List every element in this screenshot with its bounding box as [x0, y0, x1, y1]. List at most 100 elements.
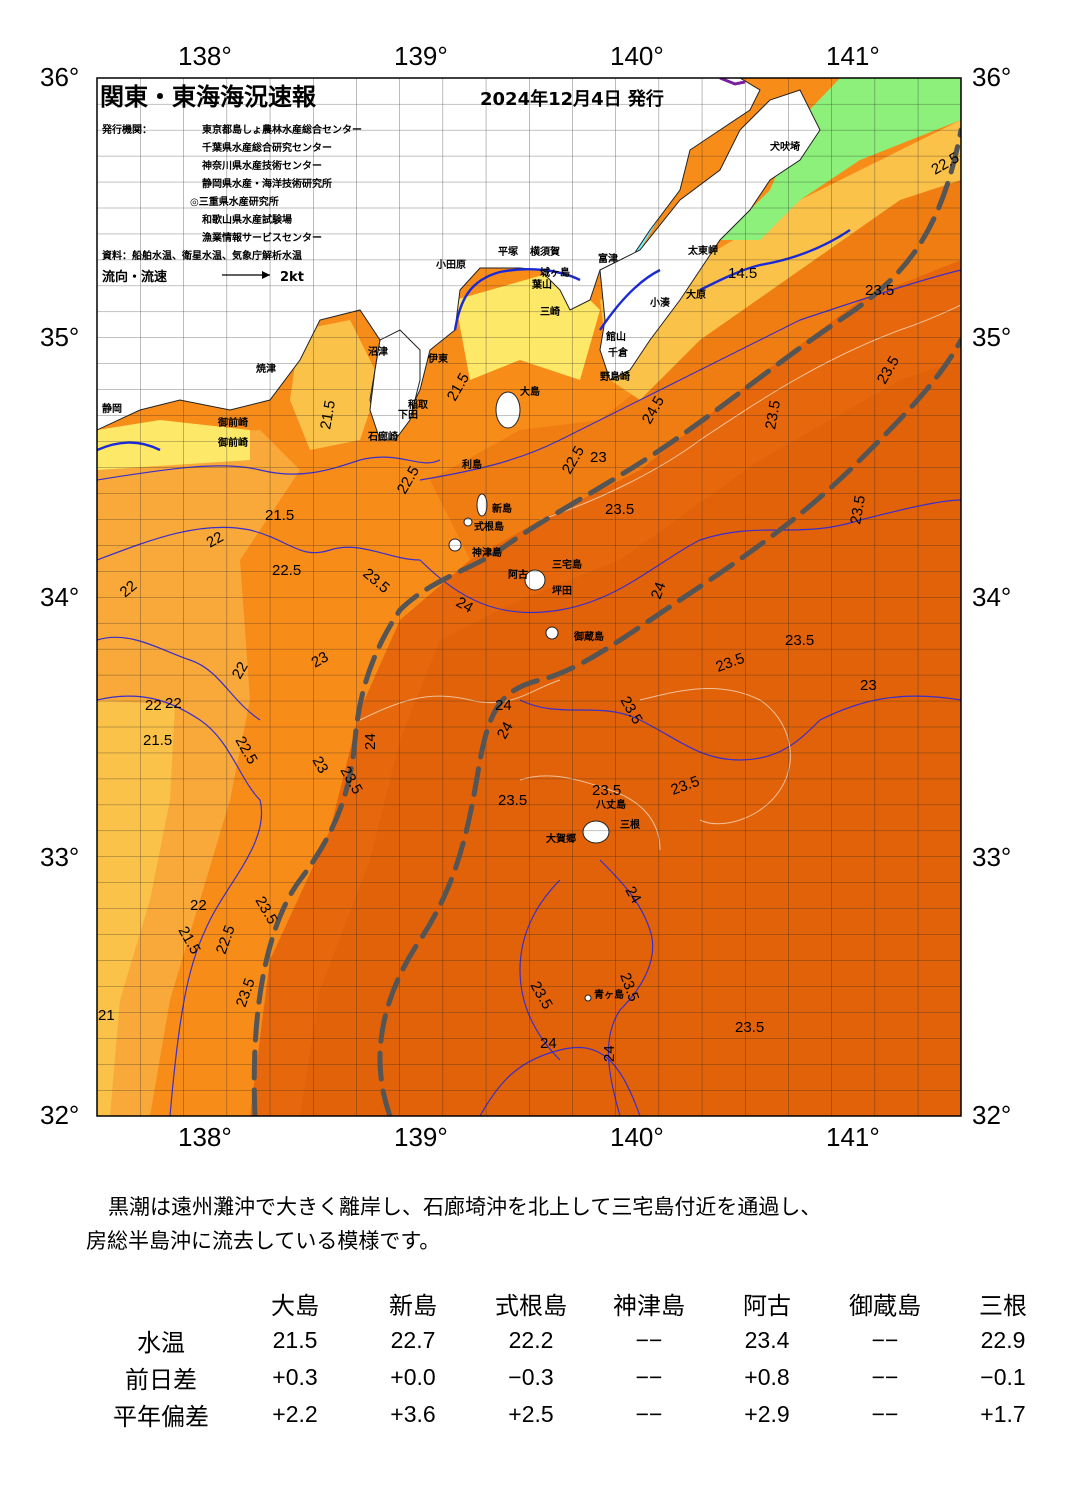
table-header-row: 大島 新島 式根島 神津島 阿古 御蔵島 三根 [86, 1285, 1062, 1322]
table-corner [86, 1285, 236, 1322]
contour-label: 23 [590, 449, 607, 466]
place-label: 阿古 [508, 568, 528, 581]
lat-labels-left: 36° 35° 34° 33° 32° [40, 62, 79, 1130]
lat-label: 34° [40, 582, 79, 612]
lat-label: 33° [40, 842, 79, 872]
issuer: 漁業情報サービスセンター [202, 231, 322, 244]
lat-label: 34° [972, 582, 1011, 612]
contour-label: 24 [362, 733, 379, 750]
place-labels: 焼津 静岡 御前崎 御前崎 沼津 伊東 下田 稲取 石廊崎 小田原 平塚 横須賀… [102, 140, 800, 1001]
lat-label: 32° [40, 1100, 79, 1130]
contour-label: 24 [453, 594, 476, 617]
station-header: 式根島 [495, 1292, 567, 1320]
contour-label: 21 [98, 1007, 115, 1024]
place-label: 富津 [598, 252, 618, 265]
table-cell: 23.4 [744, 1327, 790, 1353]
station-header: 阿古 [743, 1292, 791, 1320]
flow-legend-arrowhead [262, 271, 270, 279]
place-label: 青ヶ島 [594, 988, 624, 1001]
contour-label: 22 [165, 695, 182, 712]
place-label: 稲取 [408, 398, 429, 411]
place-label: 新島 [492, 502, 512, 515]
contour-label: 24 [495, 697, 512, 714]
contour-label: 21.5 [317, 399, 339, 431]
contour-label: 22 [190, 897, 207, 914]
contour-label: 23.5 [592, 782, 621, 799]
lon-label: 139° [394, 41, 448, 71]
lat-label: 36° [972, 62, 1011, 92]
contour-label: 23 [309, 648, 332, 671]
contour-label: 23.5 [847, 494, 869, 526]
table-cell: −− [635, 1327, 663, 1353]
lon-label: 141° [826, 1122, 880, 1152]
flow-legend-label: 流向・流速 [102, 269, 167, 285]
place-label: 焼津 [256, 362, 276, 375]
table-cell: −0.3 [508, 1364, 554, 1390]
table-cell: −− [871, 1327, 899, 1353]
contour-label: 23.5 [735, 1019, 764, 1036]
place-label: 平塚 [498, 245, 518, 258]
place-label: 大賀郷 [546, 832, 576, 845]
lon-labels-top: 138° 139° 140° 141° [178, 41, 880, 71]
place-label: 大原 [686, 288, 706, 301]
map-frame [96, 77, 962, 1117]
station-header: 新島 [389, 1292, 437, 1320]
table-cell: +0.8 [744, 1364, 790, 1390]
lon-label: 138° [178, 1122, 232, 1152]
row-label: 平年偏差 [113, 1403, 209, 1431]
place-label: 三崎 [540, 305, 560, 318]
lon-label: 140° [610, 1122, 664, 1152]
table-cell: 22.2 [508, 1327, 554, 1353]
station-header: 三根 [979, 1292, 1027, 1320]
lon-label: 140° [610, 41, 664, 71]
station-header: 御蔵島 [849, 1292, 921, 1320]
issue-date: 2024年12月4日 発行 [480, 88, 664, 110]
summary-line-1-text: 黒潮は遠州灘沖で大きく離岸し、石廊埼沖を北上して三宅島付近を通過し、 [108, 1195, 822, 1219]
map-header: 関東・東海海況速報 2024年12月4日 発行 発行機関： 東京都島しょ農林水産… [100, 83, 664, 285]
place-label: 石廊崎 [367, 430, 398, 443]
table-cell: 22.9 [980, 1327, 1026, 1353]
place-label: 式根島 [474, 520, 504, 533]
contour-label: 24 [648, 580, 670, 601]
lat-label: 33° [972, 842, 1011, 872]
contour-label: 24 [622, 884, 645, 907]
place-label: 館山 [605, 330, 626, 343]
contour-label: 23.5 [498, 792, 527, 809]
place-label: 小湊 [649, 296, 671, 309]
lat-label: 35° [972, 322, 1011, 352]
lat-labels-right: 36° 35° 34° 33° 32° [972, 62, 1011, 1130]
place-label: 利島 [462, 458, 482, 471]
station-header: 大島 [271, 1292, 319, 1320]
table-cell: +2.9 [744, 1401, 790, 1427]
place-label: 太東岬 [687, 244, 718, 257]
place-label: 伊東 [427, 352, 448, 365]
place-label: 大島 [520, 385, 540, 398]
place-label: 神津島 [472, 546, 502, 559]
table-cell: 21.5 [272, 1327, 318, 1353]
place-label: 城ヶ島 [540, 266, 570, 279]
kuroshio-axis [251, 127, 961, 1116]
place-label: 三宅島 [552, 558, 582, 571]
table-cell: −− [871, 1364, 899, 1390]
row-label: 水温 [137, 1329, 185, 1357]
lat-label: 36° [40, 62, 79, 92]
issuers-label: 発行機関： [101, 123, 152, 136]
lat-lon-grid [97, 78, 961, 1116]
place-label: 八丈島 [595, 798, 626, 811]
contour-label: 22 [229, 659, 252, 682]
contour-label: 22 [204, 528, 227, 551]
place-label: 葉山 [531, 278, 552, 291]
contour-label: 23.5 [605, 501, 634, 518]
table-cell: +1.7 [980, 1401, 1026, 1427]
place-label: 沼津 [368, 345, 388, 358]
table-cell: +2.2 [272, 1401, 318, 1427]
map-title: 関東・東海海況速報 [100, 83, 317, 111]
place-label: 横須賀 [530, 245, 560, 258]
contour-label: 23.5 [865, 282, 894, 299]
station-header: 神津島 [613, 1292, 685, 1320]
contour-label: 22 [145, 697, 162, 714]
place-label: 静岡 [102, 402, 122, 415]
table-cell: 22.7 [390, 1327, 436, 1353]
lon-label: 139° [394, 1122, 448, 1152]
contour-label: 14.5 [728, 265, 757, 282]
